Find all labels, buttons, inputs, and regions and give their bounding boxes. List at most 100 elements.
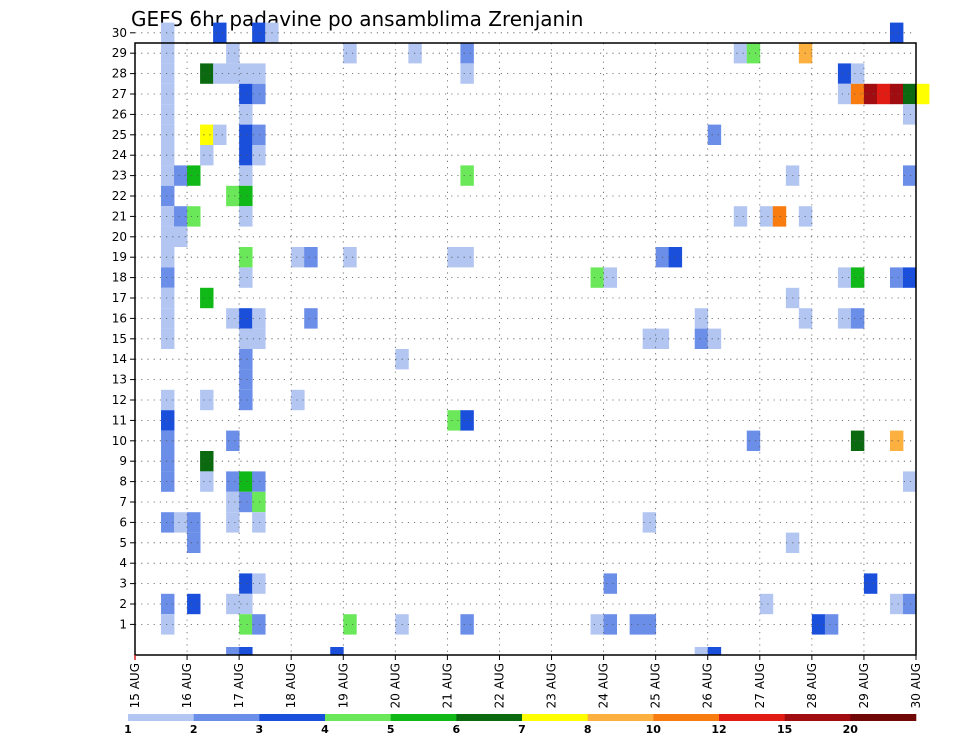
precip-cell bbox=[187, 593, 201, 615]
x-tick-label: 24 AUG bbox=[597, 663, 611, 708]
precip-cell bbox=[460, 247, 474, 268]
precip-cell bbox=[889, 430, 904, 451]
precip-cell bbox=[252, 63, 266, 84]
precip-cell bbox=[902, 165, 917, 186]
precip-cell bbox=[161, 287, 175, 309]
y-tick-label: 26 bbox=[112, 107, 127, 121]
precip-cell bbox=[161, 43, 175, 64]
precip-cell bbox=[213, 124, 227, 145]
y-tick-label: 12 bbox=[112, 393, 127, 407]
precip-cell bbox=[707, 647, 722, 655]
precip-cell bbox=[161, 247, 175, 268]
precip-cell bbox=[590, 267, 604, 288]
y-tick-label: 27 bbox=[112, 87, 127, 101]
colorbar-swatch bbox=[850, 714, 917, 721]
x-tick-label: 23 AUG bbox=[545, 663, 559, 708]
precip-cell bbox=[824, 614, 839, 635]
precip-cell bbox=[239, 389, 253, 411]
colorbar-swatch bbox=[587, 714, 654, 721]
precip-cell bbox=[239, 104, 253, 125]
precip-cell bbox=[889, 593, 904, 615]
colorbar-swatch bbox=[784, 714, 851, 721]
precip-cell bbox=[460, 614, 474, 635]
y-tick-label: 20 bbox=[112, 230, 127, 244]
x-tick-label: 20 AUG bbox=[388, 663, 402, 708]
precip-cell bbox=[226, 593, 240, 615]
precip-cell bbox=[226, 512, 240, 533]
y-tick-label: 17 bbox=[112, 291, 127, 305]
precip-cell bbox=[863, 83, 878, 105]
precip-cell bbox=[226, 471, 240, 492]
y-tick-label: 25 bbox=[112, 128, 127, 142]
x-tick-label: 25 AUG bbox=[649, 663, 663, 708]
x-tick-label: 27 AUG bbox=[753, 663, 767, 708]
x-tick-label: 16 AUG bbox=[180, 663, 194, 708]
precip-cell bbox=[239, 491, 253, 513]
colorbar-label: 2 bbox=[190, 723, 198, 736]
precip-cell bbox=[916, 83, 930, 105]
precip-cell bbox=[161, 124, 175, 145]
precip-cell bbox=[447, 247, 461, 268]
precip-cell bbox=[759, 593, 774, 615]
precip-cell bbox=[252, 145, 266, 166]
precip-cell bbox=[239, 593, 253, 615]
precip-cell bbox=[850, 430, 865, 451]
precip-cell bbox=[889, 22, 904, 43]
precip-cell bbox=[343, 614, 357, 635]
precip-cell bbox=[590, 614, 604, 635]
colorbar-label: 5 bbox=[387, 723, 395, 736]
precip-cell bbox=[213, 63, 227, 84]
precip-cell bbox=[239, 165, 253, 186]
precip-cell bbox=[252, 83, 266, 105]
precip-cell bbox=[161, 63, 175, 84]
colorbar-swatch bbox=[719, 714, 785, 721]
cells-layer bbox=[161, 22, 930, 655]
x-tick-label: 18 AUG bbox=[284, 663, 298, 708]
precip-cell bbox=[291, 247, 305, 268]
precip-cell bbox=[889, 267, 904, 288]
precip-cell bbox=[460, 63, 474, 84]
precip-cell bbox=[239, 124, 253, 145]
precip-cell bbox=[161, 328, 175, 349]
precip-cell bbox=[187, 206, 201, 227]
precip-cell bbox=[837, 308, 852, 329]
y-tick-label: 28 bbox=[112, 67, 127, 81]
precip-cell bbox=[187, 165, 201, 186]
precip-cell bbox=[759, 206, 774, 227]
precip-cell bbox=[252, 308, 266, 329]
precip-cell bbox=[161, 593, 175, 615]
precip-cell bbox=[161, 614, 175, 635]
precip-cell bbox=[733, 206, 748, 227]
x-tick-label: 15 AUG bbox=[128, 663, 142, 708]
precip-cell bbox=[603, 267, 618, 288]
precip-cell bbox=[343, 247, 357, 268]
precip-cell bbox=[252, 471, 266, 492]
precip-cell bbox=[239, 647, 253, 655]
precip-cell bbox=[291, 389, 305, 411]
precip-cell bbox=[200, 63, 214, 84]
colorbar-swatch bbox=[522, 714, 588, 721]
colorbar-swatch bbox=[390, 714, 457, 721]
precip-cell bbox=[187, 532, 201, 553]
precip-cell bbox=[161, 512, 175, 533]
precip-cell bbox=[629, 614, 644, 635]
precip-cell bbox=[161, 104, 175, 125]
precip-cell bbox=[174, 165, 188, 186]
precip-cell bbox=[226, 63, 240, 84]
precip-cell bbox=[694, 328, 709, 349]
precip-cell bbox=[239, 369, 253, 390]
precip-cell bbox=[226, 185, 240, 207]
precip-cell bbox=[837, 63, 852, 84]
precip-cell bbox=[161, 83, 175, 105]
y-tick-label: 11 bbox=[112, 413, 127, 427]
y-tick-label: 19 bbox=[112, 250, 127, 264]
chart-title: GEFS 6hr padavine po ansamblima Zrenjani… bbox=[131, 7, 583, 31]
precip-cell bbox=[330, 647, 344, 655]
precip-cell bbox=[707, 124, 722, 145]
y-tick-label: 21 bbox=[112, 209, 127, 223]
precip-cell bbox=[239, 328, 253, 349]
precip-cell bbox=[200, 287, 214, 309]
precip-cell bbox=[252, 491, 266, 513]
precip-cell bbox=[174, 512, 188, 533]
